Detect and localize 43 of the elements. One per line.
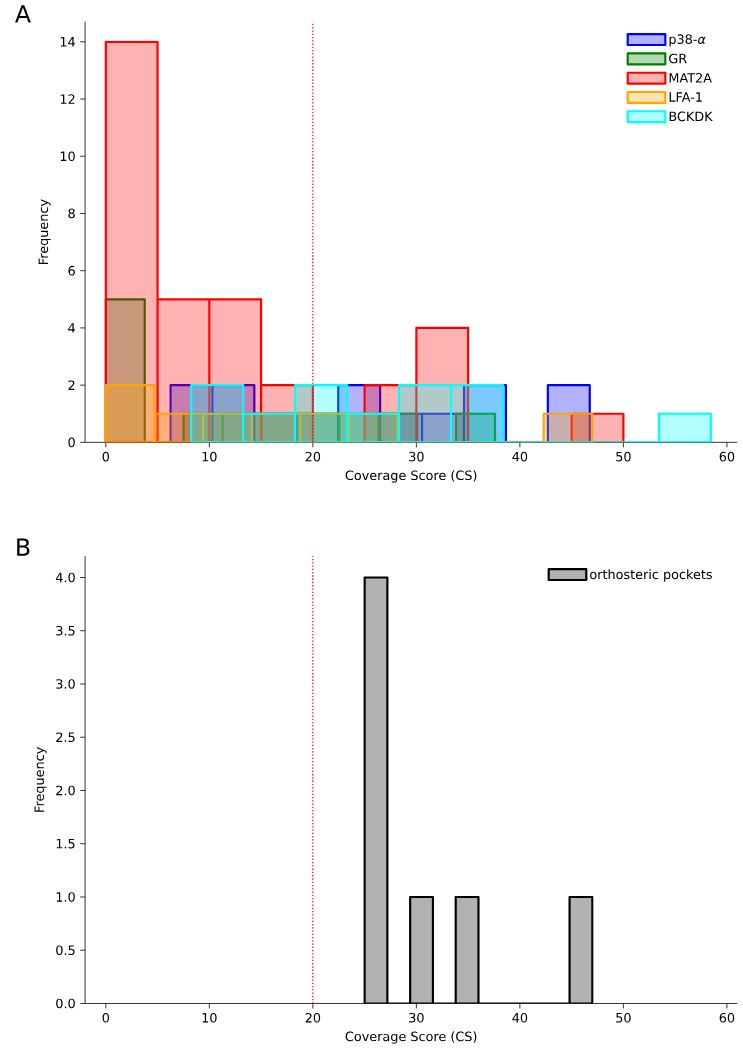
x-tick-label: 20 [305,1012,321,1023]
x-tick-label: 60 [719,451,735,462]
x-tick-label: 30 [409,1012,424,1023]
legend-label: p38-α [669,34,706,47]
text: B [17,538,30,556]
y-axis-title: Frequency [38,199,51,264]
text: A [14,5,31,23]
y-tick-label: 2.0 [56,785,75,796]
legend-label: orthosteric pockets [589,569,712,582]
y-tick-label: 6 [68,265,75,276]
x-tick-label: 10 [202,451,217,462]
x-tick-label: 40 [512,451,528,462]
y-tick-label: 0.5 [56,945,75,956]
x-tick-label: 10 [202,1012,217,1023]
y-tick-label: 10 [60,151,75,162]
legend-label: GR [669,53,687,64]
y-tick-label: 14 [60,37,75,47]
y-tick-label: 3.5 [56,625,75,636]
x-tick-label: 30 [409,451,424,462]
y-tick-label: 12 [60,94,75,104]
legend-label: BCKDK [669,111,713,122]
x-axis-title: Coverage Score (CS) [345,1031,477,1044]
y-tick-label: 1.0 [56,892,75,902]
y-tick-label: 2 [68,380,75,390]
y-tick-label: 4.0 [55,572,75,583]
x-tick-label: 20 [305,451,321,462]
x-tick-label: 60 [719,1012,735,1023]
x-tick-label: 50 [616,451,631,462]
y-tick-label: 4 [68,323,75,333]
y-tick-label: 8 [68,208,75,219]
x-axis-title: Coverage Score (CS) [345,470,477,483]
x-tick-label: 50 [616,1012,631,1023]
x-tick-label: 0 [102,1012,109,1023]
legend-label: LFA-1 [669,92,702,102]
y-axis-title: Frequency [34,747,47,812]
y-tick-label: 0 [68,437,75,448]
y-tick-label: 0.0 [56,998,75,1009]
y-tick-label: 2.5 [56,732,75,743]
y-tick-label: 1.5 [56,838,75,849]
y-tick-label: 3.0 [56,679,75,689]
legend-label: MAT2A [669,73,712,83]
x-tick-label: 0 [102,451,109,462]
x-tick-label: 40 [512,1012,528,1023]
